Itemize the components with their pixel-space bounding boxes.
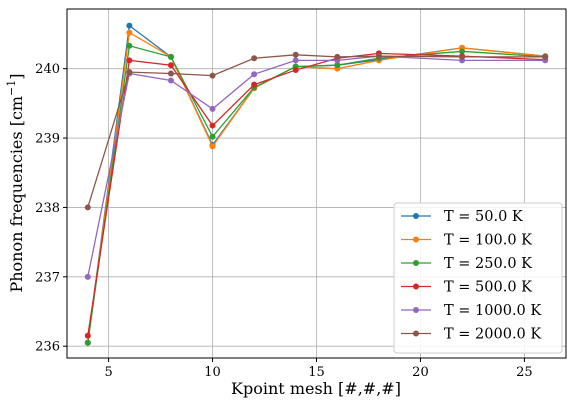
data-point	[167, 77, 174, 84]
y-tick-label: 236	[35, 340, 60, 355]
y-axis-label-main: Phonon frequencies [cm	[7, 96, 26, 293]
legend-label: T = 100.0 K	[444, 233, 533, 249]
data-point	[167, 53, 174, 60]
data-point	[167, 70, 174, 77]
data-point	[84, 273, 91, 280]
data-point	[292, 57, 299, 64]
data-point	[126, 42, 133, 49]
data-point	[251, 71, 258, 78]
data-point	[459, 53, 466, 60]
legend-label: T = 1000.0 K	[444, 303, 542, 319]
series-line	[87, 55, 546, 277]
legend-entry: T = 1000.0 K	[401, 303, 542, 319]
data-point	[375, 53, 382, 60]
data-point	[334, 53, 341, 60]
legend-entry: T = 100.0 K	[401, 233, 533, 249]
x-tick-label: 15	[308, 365, 325, 380]
legend-entry: T = 250.0 K	[401, 256, 533, 272]
y-axis-label-superscript: −1	[5, 80, 18, 96]
data-point	[542, 53, 549, 60]
series-6	[84, 51, 549, 211]
legend-entry: T = 2000.0 K	[401, 327, 542, 343]
legend-label: T = 50.0 K	[444, 209, 524, 225]
data-point	[126, 22, 133, 29]
legend-entry: T = 500.0 K	[401, 280, 533, 296]
legend: T = 50.0 K T = 100.0 K T = 250.0 K T = 500.…	[393, 202, 563, 354]
legend-marker	[413, 283, 419, 290]
data-point	[209, 143, 216, 150]
legend-marker	[413, 307, 419, 313]
x-axis: 5 10 15 20 25	[104, 358, 533, 380]
data-point	[334, 62, 341, 69]
legend-label: T = 250.0 K	[444, 256, 533, 272]
data-point	[251, 81, 258, 88]
legend-marker	[413, 330, 419, 337]
data-point	[126, 57, 133, 64]
data-point	[84, 332, 91, 339]
y-tick-label: 237	[35, 270, 60, 285]
data-point	[292, 51, 299, 58]
series-line	[87, 54, 546, 208]
y-axis-label-end: ]	[7, 73, 26, 79]
y-axis: 236 237 238 239 240	[35, 62, 67, 355]
data-point	[209, 122, 216, 129]
x-tick-label: 5	[104, 365, 112, 380]
data-point	[209, 105, 216, 112]
data-point	[84, 339, 91, 346]
legend-label: T = 2000.0 K	[444, 327, 542, 343]
y-tick-label: 240	[35, 62, 60, 77]
series-line	[87, 52, 546, 336]
data-point	[126, 29, 133, 36]
legend-marker	[413, 213, 419, 219]
data-point	[84, 204, 91, 211]
y-axis-label: Phonon frequencies [cm−1]	[5, 73, 26, 292]
y-tick-label: 238	[35, 201, 60, 216]
legend-box	[393, 202, 563, 354]
data-point	[167, 62, 174, 69]
data-point	[292, 67, 299, 74]
data-point	[126, 69, 133, 76]
series-group	[84, 22, 549, 346]
x-tick-label: 25	[516, 365, 533, 380]
data-point	[459, 48, 466, 55]
x-axis-label: Kpoint mesh [#,#,#]	[231, 379, 401, 398]
y-tick-label: 239	[35, 132, 60, 147]
legend-label: T = 500.0 K	[444, 280, 533, 296]
legend-entry: T = 50.0 K	[401, 209, 524, 225]
data-point	[209, 72, 216, 79]
legend-marker	[413, 260, 419, 266]
data-point	[251, 55, 258, 62]
x-tick-label: 20	[412, 365, 429, 380]
x-tick-label: 10	[204, 365, 221, 380]
legend-marker	[413, 236, 419, 243]
data-point	[209, 133, 216, 140]
